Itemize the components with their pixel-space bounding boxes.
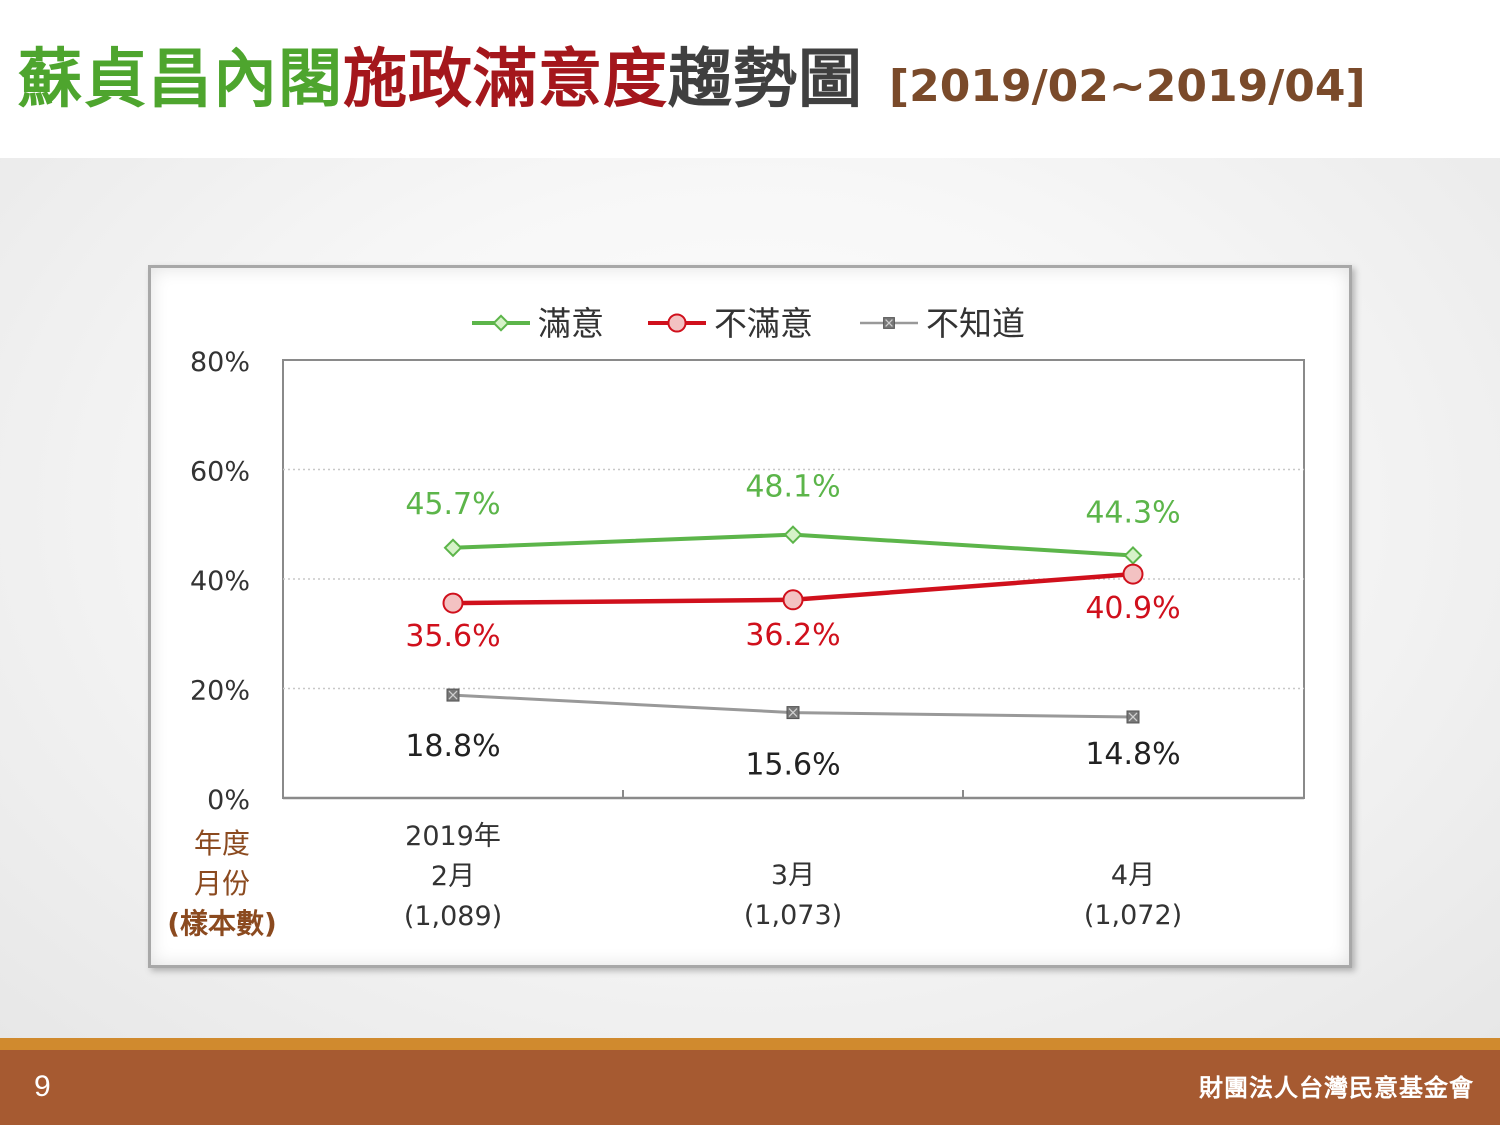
data-label: 40.9% (1085, 591, 1180, 626)
x-tick-label: 4月 (1111, 860, 1155, 891)
title-trend: 趨勢圖 (668, 43, 863, 117)
x-tick-label: 2019年 (405, 821, 501, 852)
data-label: 18.8% (405, 729, 500, 764)
title-bar: 蘇貞昌內閣施政滿意度趨勢圖 [2019/02~2019/04] (0, 0, 1500, 158)
data-point (442, 592, 464, 614)
data-point (443, 538, 463, 558)
slide-title: 蘇貞昌內閣施政滿意度趨勢圖 [2019/02~2019/04] (18, 40, 1366, 127)
data-point (783, 525, 803, 545)
data-point-cross (448, 690, 458, 700)
x-axis-title: 年度 (194, 827, 250, 860)
y-tick-label: 80% (190, 347, 250, 378)
footer-stripe (0, 1038, 1500, 1050)
title-cabinet: 蘇貞昌內閣 (18, 43, 343, 117)
footer-bar (0, 1050, 1500, 1125)
legend-label: 滿意 (538, 304, 604, 343)
y-tick-label: 60% (190, 457, 250, 488)
data-point (782, 589, 804, 611)
x-tick-label: (1,072) (1084, 900, 1182, 931)
legend-marker-cross (885, 319, 893, 327)
data-label: 48.1% (745, 470, 840, 505)
legend-marker (492, 314, 510, 332)
legend-marker (667, 313, 687, 333)
y-tick-label: 20% (190, 676, 250, 707)
data-point (1123, 546, 1143, 565)
x-tick-label: 3月 (771, 860, 815, 891)
x-tick-label: (1,089) (404, 901, 502, 932)
y-tick-label: 40% (190, 566, 250, 597)
organization-name: 財團法人台灣民意基金會 (1199, 1074, 1474, 1102)
data-label: 14.8% (1085, 737, 1180, 772)
data-label: 36.2% (745, 618, 840, 653)
y-tick-label: 0% (207, 785, 250, 816)
data-point (1122, 563, 1144, 585)
x-tick-label: 2月 (431, 861, 475, 892)
data-label: 15.6% (745, 748, 840, 783)
x-axis-title: (樣本數) (167, 907, 277, 940)
data-point-cross (1128, 712, 1138, 722)
title-date-range: [2019/02~2019/04] (889, 61, 1366, 112)
data-label: 44.3% (1085, 495, 1180, 530)
x-tick-label: (1,073) (744, 900, 842, 931)
data-point-cross (788, 708, 798, 718)
data-label: 45.7% (405, 487, 500, 522)
x-axis-title: 月份 (194, 867, 250, 900)
legend-label: 不知道 (926, 304, 1025, 343)
page-number: 9 (34, 1070, 51, 1103)
data-label: 35.6% (405, 619, 500, 654)
legend-label: 不滿意 (714, 304, 813, 343)
title-satisfaction: 施政滿意度 (343, 43, 668, 117)
